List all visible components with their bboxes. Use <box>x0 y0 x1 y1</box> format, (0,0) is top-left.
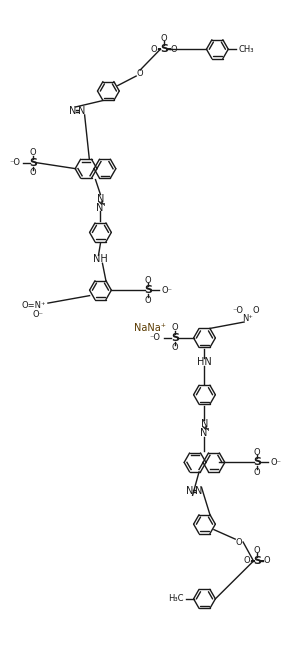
Text: CH₃: CH₃ <box>238 44 254 54</box>
Text: O: O <box>161 34 167 42</box>
Text: O: O <box>30 148 36 157</box>
Text: O⁻: O⁻ <box>271 458 282 467</box>
Text: N': N' <box>95 202 105 212</box>
Text: O⁻: O⁻ <box>162 285 173 295</box>
Text: O: O <box>253 306 259 315</box>
Text: O: O <box>30 168 36 177</box>
Text: ⁻O: ⁻O <box>9 158 20 167</box>
Text: O: O <box>171 343 178 353</box>
Text: N⁺: N⁺ <box>242 313 253 323</box>
Text: NaNa⁺: NaNa⁺ <box>134 323 166 333</box>
Text: N: N <box>195 486 202 496</box>
Text: S: S <box>253 457 261 468</box>
Text: O: O <box>254 448 260 457</box>
Text: N: N <box>78 106 85 116</box>
Text: S: S <box>160 44 168 54</box>
Text: O=N⁺: O=N⁺ <box>22 300 46 310</box>
Text: O: O <box>264 556 270 565</box>
Text: O: O <box>145 296 151 304</box>
Text: O: O <box>137 69 144 78</box>
Text: ⁻O: ⁻O <box>233 306 244 315</box>
Text: S: S <box>253 556 261 566</box>
Text: O: O <box>236 537 242 547</box>
Text: O: O <box>151 44 157 54</box>
Text: O⁻: O⁻ <box>33 310 44 319</box>
Text: O: O <box>171 323 178 332</box>
Text: N: N <box>69 106 77 116</box>
Text: H₃C: H₃C <box>168 594 184 603</box>
Text: S: S <box>144 285 152 295</box>
Text: ⁻O: ⁻O <box>150 334 161 342</box>
Text: O: O <box>254 468 260 477</box>
Text: O: O <box>244 556 250 565</box>
Text: O: O <box>145 276 151 285</box>
Text: N: N <box>97 193 104 204</box>
Text: N': N' <box>199 428 209 438</box>
Text: N: N <box>201 419 208 428</box>
Text: S: S <box>29 158 37 168</box>
Text: O: O <box>254 545 260 554</box>
Text: HN: HN <box>197 357 212 367</box>
Text: N: N <box>186 486 193 496</box>
Text: O: O <box>170 44 177 54</box>
Text: NH: NH <box>93 254 108 264</box>
Text: S: S <box>171 333 179 343</box>
